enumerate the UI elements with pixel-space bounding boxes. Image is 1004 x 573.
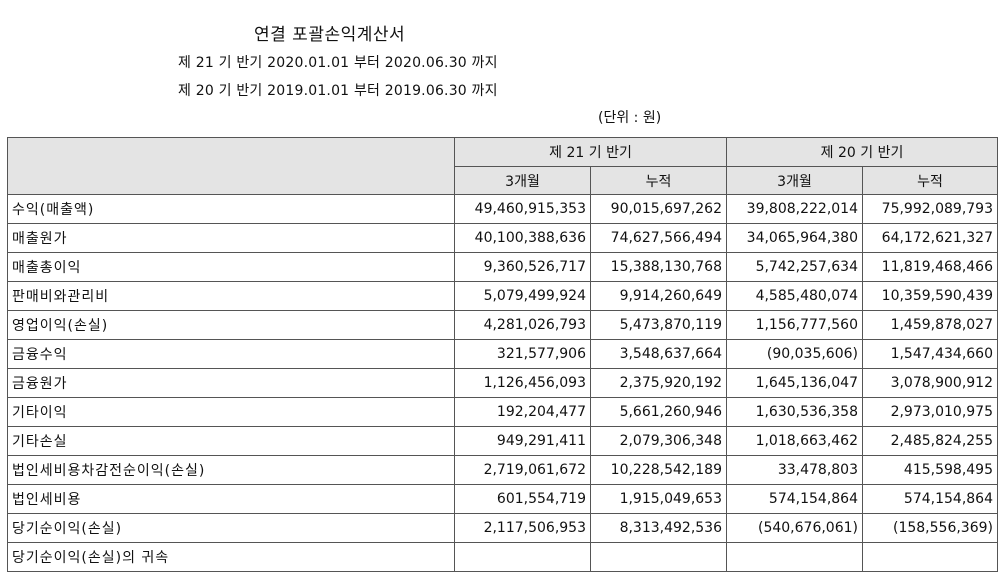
- cell-value: 1,645,136,047: [726, 368, 863, 398]
- row-label: 금융원가: [7, 368, 455, 398]
- cell-value: 5,473,870,119: [590, 310, 727, 340]
- cell-value: (90,035,606): [726, 339, 863, 369]
- table-row: 수익(매출액) 49,460,915,353 90,015,697,262 39…: [7, 194, 998, 224]
- cell-value: [590, 542, 727, 572]
- cell-value: 5,079,499,924: [454, 281, 591, 311]
- row-label: 법인세비용차감전순이익(손실): [7, 455, 455, 485]
- cell-value: 2,079,306,348: [590, 426, 727, 456]
- header-subcol: 누적: [590, 166, 727, 195]
- table-row: 판매비와관리비 5,079,499,924 9,914,260,649 4,58…: [7, 281, 998, 311]
- statement-title: 연결 포괄손익계산서: [254, 25, 406, 45]
- table-row: 영업이익(손실) 4,281,026,793 5,473,870,119 1,1…: [7, 310, 998, 340]
- cell-value: 949,291,411: [454, 426, 591, 456]
- period-current: 제 21 기 반기 2020.01.01 부터 2020.06.30 까지: [178, 55, 498, 71]
- row-label: 수익(매출액): [7, 194, 455, 224]
- table-row: 기타이익 192,204,477 5,661,260,946 1,630,536…: [7, 397, 998, 427]
- table-row: 당기순이익(손실)의 귀속: [7, 542, 998, 572]
- cell-value: 75,992,089,793: [862, 194, 998, 224]
- cell-value: 90,015,697,262: [590, 194, 727, 224]
- cell-value: 4,281,026,793: [454, 310, 591, 340]
- table-row: 금융원가 1,126,456,093 2,375,920,192 1,645,1…: [7, 368, 998, 398]
- cell-value: 2,485,824,255: [862, 426, 998, 456]
- cell-value: 5,661,260,946: [590, 397, 727, 427]
- cell-value: [862, 542, 998, 572]
- header-account-cell: [7, 137, 455, 195]
- cell-value: 8,313,492,536: [590, 513, 727, 543]
- cell-value: 574,154,864: [862, 484, 998, 514]
- header-row-groups: 제 21 기 반기 제 20 기 반기: [7, 137, 998, 195]
- cell-value: 3,548,637,664: [590, 339, 727, 369]
- table-row: 기타손실 949,291,411 2,079,306,348 1,018,663…: [7, 426, 998, 456]
- unit-label: (단위 : 원): [598, 110, 662, 126]
- table-row: 당기순이익(손실) 2,117,506,953 8,313,492,536 (5…: [7, 513, 998, 543]
- cell-value: [454, 542, 591, 572]
- cell-value: 64,172,621,327: [862, 223, 998, 253]
- cell-value: 33,478,803: [726, 455, 863, 485]
- cell-value: [726, 542, 863, 572]
- table-row: 매출원가 40,100,388,636 74,627,566,494 34,06…: [7, 223, 998, 253]
- cell-value: 15,388,130,768: [590, 252, 727, 282]
- cell-value: 1,018,663,462: [726, 426, 863, 456]
- cell-value: 2,973,010,975: [862, 397, 998, 427]
- row-label: 당기순이익(손실)의 귀속: [7, 542, 455, 572]
- cell-value: 2,375,920,192: [590, 368, 727, 398]
- row-label: 법인세비용: [7, 484, 455, 514]
- cell-value: 49,460,915,353: [454, 194, 591, 224]
- cell-value: 4,585,480,074: [726, 281, 863, 311]
- table-row: 금융수익 321,577,906 3,548,637,664 (90,035,6…: [7, 339, 998, 369]
- header-row-subcols: 3개월 누적 3개월 누적: [8, 166, 998, 195]
- cell-value: 2,117,506,953: [454, 513, 591, 543]
- income-statement-table: 제 21 기 반기 제 20 기 반기 3개월 누적 3개월 누적 수익(매출액…: [7, 137, 998, 572]
- row-label: 당기순이익(손실): [7, 513, 455, 543]
- row-label: 기타손실: [7, 426, 455, 456]
- header-group-current: 제 21 기 반기: [454, 137, 727, 167]
- table-row: 법인세비용 601,554,719 1,915,049,653 574,154,…: [7, 484, 998, 514]
- cell-value: 39,808,222,014: [726, 194, 863, 224]
- cell-value: 9,360,526,717: [454, 252, 591, 282]
- row-label: 매출총이익: [7, 252, 455, 282]
- period-prior: 제 20 기 반기 2019.01.01 부터 2019.06.30 까지: [178, 83, 498, 99]
- row-label: 금융수익: [7, 339, 455, 369]
- cell-value: 321,577,906: [454, 339, 591, 369]
- header-subcol: 3개월: [454, 166, 591, 195]
- cell-value: 601,554,719: [454, 484, 591, 514]
- cell-value: 9,914,260,649: [590, 281, 727, 311]
- cell-value: 10,359,590,439: [862, 281, 998, 311]
- cell-value: 11,819,468,466: [862, 252, 998, 282]
- cell-value: 1,459,878,027: [862, 310, 998, 340]
- cell-value: 1,915,049,653: [590, 484, 727, 514]
- row-label: 기타이익: [7, 397, 455, 427]
- header-group-prior: 제 20 기 반기: [726, 137, 998, 167]
- cell-value: 192,204,477: [454, 397, 591, 427]
- cell-value: 3,078,900,912: [862, 368, 998, 398]
- cell-value: 40,100,388,636: [454, 223, 591, 253]
- cell-value: 5,742,257,634: [726, 252, 863, 282]
- cell-value: 415,598,495: [862, 455, 998, 485]
- cell-value: 74,627,566,494: [590, 223, 727, 253]
- cell-value: 2,719,061,672: [454, 455, 591, 485]
- table-row: 매출총이익 9,360,526,717 15,388,130,768 5,742…: [7, 252, 998, 282]
- cell-value: 1,156,777,560: [726, 310, 863, 340]
- header-subcol: 누적: [862, 166, 998, 195]
- cell-value: (540,676,061): [726, 513, 863, 543]
- cell-value: 1,126,456,093: [454, 368, 591, 398]
- row-label: 영업이익(손실): [7, 310, 455, 340]
- row-label: 매출원가: [7, 223, 455, 253]
- cell-value: 1,630,536,358: [726, 397, 863, 427]
- row-label: 판매비와관리비: [7, 281, 455, 311]
- cell-value: 34,065,964,380: [726, 223, 863, 253]
- cell-value: 574,154,864: [726, 484, 863, 514]
- header-subcol: 3개월: [726, 166, 863, 195]
- cell-value: 1,547,434,660: [862, 339, 998, 369]
- cell-value: 10,228,542,189: [590, 455, 727, 485]
- cell-value: (158,556,369): [862, 513, 998, 543]
- table-row: 법인세비용차감전순이익(손실) 2,719,061,672 10,228,542…: [7, 455, 998, 485]
